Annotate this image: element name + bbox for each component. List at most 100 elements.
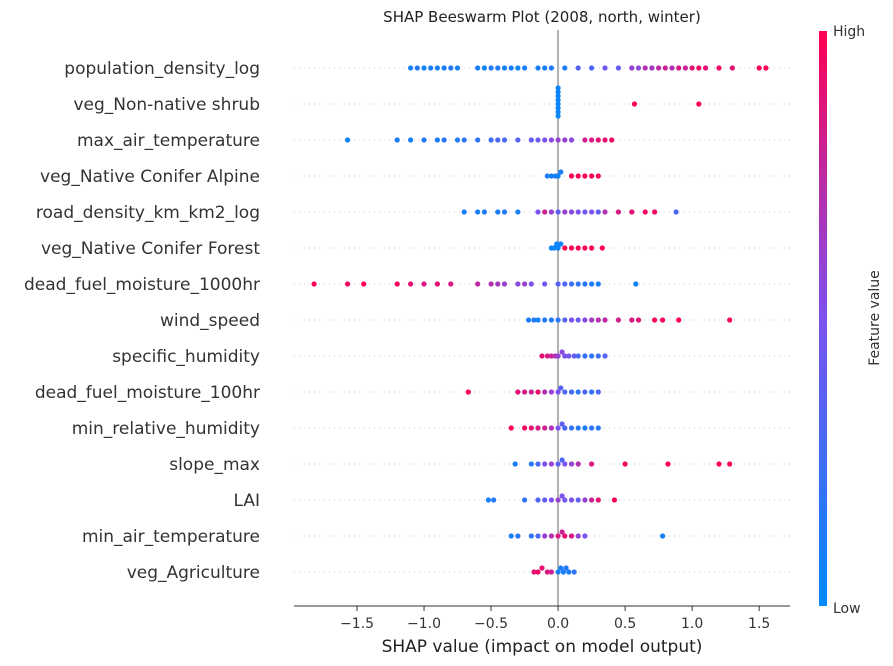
shap-point — [582, 137, 588, 143]
shap-point — [555, 137, 561, 143]
shap-point — [548, 461, 555, 467]
shap-point — [539, 565, 545, 571]
shap-point — [465, 389, 471, 395]
shap-point — [535, 425, 541, 431]
colorbar-high-label: High — [833, 24, 865, 40]
shap-point — [515, 389, 521, 395]
shap-point — [575, 461, 581, 467]
shap-point — [635, 65, 642, 71]
shap-point — [528, 281, 534, 287]
shap-point — [548, 173, 555, 179]
shap-point — [562, 245, 568, 251]
shap-point — [421, 65, 427, 71]
colorbar-low-label: Low — [833, 601, 861, 617]
shap-point — [495, 281, 501, 287]
shap-point — [542, 497, 548, 503]
shap-point — [589, 461, 595, 467]
shap-point — [615, 317, 622, 323]
shap-point — [548, 209, 555, 215]
shap-point — [611, 497, 618, 503]
shap-point — [602, 65, 608, 71]
shap-point — [589, 209, 595, 215]
x-tick-label: −0.5 — [474, 616, 508, 632]
shap-point — [595, 353, 601, 359]
shap-point — [652, 317, 658, 323]
shap-point — [595, 209, 601, 215]
shap-point — [595, 173, 601, 179]
feature-label: population_density_log — [64, 59, 260, 79]
shap-point — [633, 281, 639, 287]
shap-point — [394, 281, 400, 287]
shap-point — [631, 101, 638, 107]
shap-point — [548, 353, 555, 359]
shap-point — [542, 317, 548, 323]
shap-point — [542, 425, 548, 431]
feature-label: LAI — [233, 491, 260, 511]
shap-point — [629, 209, 635, 215]
feature-label: veg_Native Conifer Forest — [41, 239, 260, 259]
shap-point — [562, 137, 568, 143]
shap-point — [548, 65, 555, 71]
shap-point — [448, 65, 454, 71]
shap-point — [673, 209, 679, 215]
shap-point — [535, 461, 541, 467]
shap-point — [622, 461, 628, 467]
shap-point — [575, 209, 581, 215]
shap-point — [555, 105, 561, 111]
shap-point — [560, 569, 567, 575]
shap-point — [696, 65, 702, 71]
shap-point — [729, 65, 736, 71]
shap-point — [756, 65, 762, 71]
shap-point — [441, 65, 447, 71]
shap-point — [563, 565, 569, 571]
shap-point — [528, 389, 534, 395]
feature-label: wind_speed — [160, 311, 260, 331]
shap-point — [665, 461, 671, 467]
shap-point — [528, 533, 534, 539]
shap-point — [582, 353, 588, 359]
shap-point — [481, 65, 487, 71]
shap-point — [615, 65, 622, 71]
shap-point — [575, 245, 581, 251]
shap-point — [562, 425, 568, 431]
shap-point — [526, 317, 532, 323]
shap-point — [501, 137, 508, 143]
shap-point — [682, 65, 689, 71]
shap-point — [562, 461, 568, 467]
shap-point — [716, 65, 722, 71]
shap-point — [582, 317, 588, 323]
shap-point — [575, 425, 581, 431]
x-axis-label: SHAP value (impact on model output) — [382, 637, 703, 657]
shap-point — [515, 65, 521, 71]
shap-point — [555, 173, 561, 179]
shap-point — [589, 65, 595, 71]
shap-point — [555, 89, 561, 95]
shap-point — [434, 281, 440, 287]
shap-point — [495, 65, 501, 71]
shap-point — [542, 209, 548, 215]
shap-point — [548, 137, 555, 143]
shap-point — [515, 137, 521, 143]
shap-point — [501, 281, 508, 287]
shap-point — [595, 137, 601, 143]
shap-point — [522, 281, 528, 287]
shap-point — [508, 425, 514, 431]
x-tick-label: −1.5 — [340, 616, 374, 632]
shap-point — [535, 209, 541, 215]
shap-point — [635, 317, 642, 323]
colorbar-title: Feature value — [867, 270, 883, 366]
shap-point — [595, 317, 601, 323]
shap-point — [542, 65, 548, 71]
shap-point — [542, 533, 548, 539]
shap-point — [421, 137, 427, 143]
feature-label: min_air_temperature — [82, 527, 260, 547]
shap-point — [488, 281, 494, 287]
shap-point — [559, 421, 565, 427]
shap-point — [501, 65, 508, 71]
shap-point — [434, 137, 440, 143]
shap-point — [558, 169, 564, 175]
shap-point — [515, 209, 521, 215]
shap-point — [528, 461, 534, 467]
shap-point — [454, 137, 461, 143]
